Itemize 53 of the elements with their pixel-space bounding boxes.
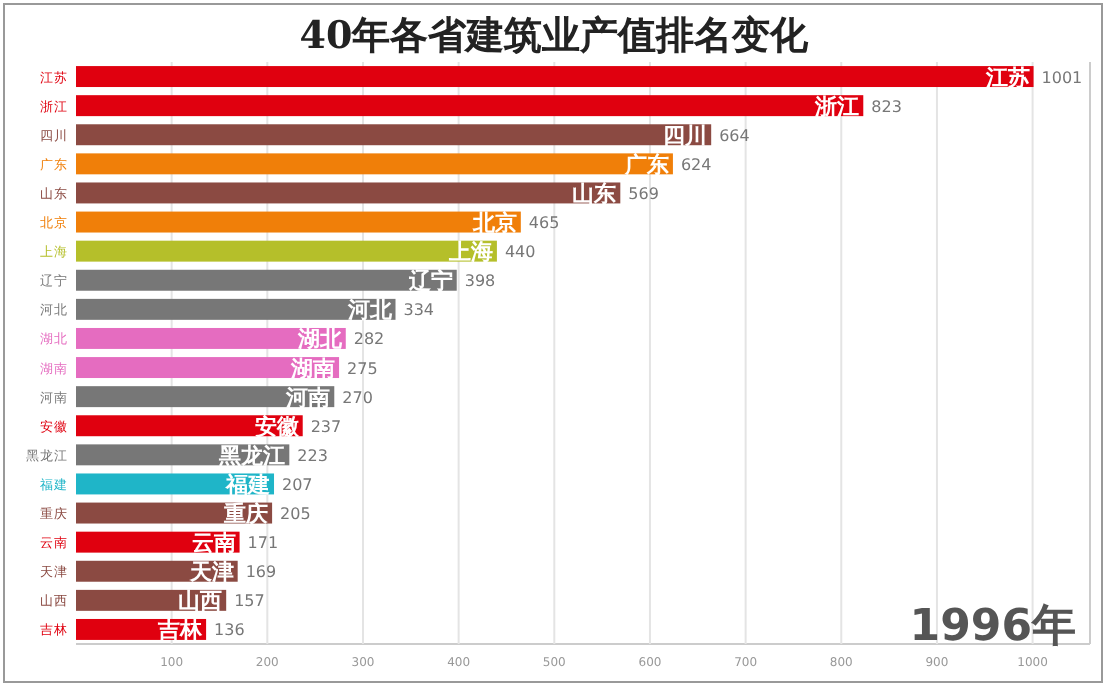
data-label: 223	[297, 446, 328, 465]
category-label: 湖南	[291, 355, 336, 382]
data-label: 157	[234, 592, 265, 611]
category-label: 江苏	[985, 64, 1030, 91]
category-label: 福建	[226, 471, 271, 498]
data-label: 334	[403, 301, 435, 320]
bar	[76, 386, 335, 408]
category-label: 湖北	[297, 326, 342, 353]
data-label: 624	[680, 155, 712, 174]
bar	[76, 298, 396, 320]
bar	[76, 269, 457, 291]
category-label: 安徽	[254, 413, 299, 440]
data-label: 664	[719, 126, 750, 145]
data-label: 237	[310, 417, 342, 436]
data-label: 136	[214, 621, 245, 640]
category-label: 山西	[178, 588, 223, 615]
data-label: 207	[282, 475, 313, 494]
chart-title: 40年各省建筑业产值排名变化	[299, 14, 811, 58]
bar	[76, 66, 1034, 88]
bar	[76, 124, 712, 146]
data-label: 1001	[1041, 68, 1083, 87]
annotation: 1996年	[909, 602, 1076, 652]
data-label: 270	[342, 388, 373, 407]
category-label: 山东	[572, 180, 617, 207]
data-label: 465	[528, 214, 560, 233]
data-label: 440	[504, 243, 536, 262]
category-label: 四川	[663, 122, 708, 149]
data-label: 275	[347, 359, 378, 378]
category-label: 辽宁	[408, 268, 453, 295]
category-label: 浙江	[815, 93, 860, 120]
data-label: 823	[871, 97, 902, 116]
data-label: 171	[247, 534, 279, 553]
category-label: 河南	[286, 384, 331, 411]
data-label: 205	[280, 505, 311, 524]
bar	[76, 240, 497, 262]
bar	[76, 211, 521, 233]
category-label: 重庆	[224, 501, 269, 528]
category-label: 广东	[624, 151, 669, 178]
data-label: 398	[464, 272, 496, 291]
bar	[76, 95, 864, 117]
data-label: 282	[353, 330, 385, 349]
category-label: 云南	[191, 530, 236, 557]
data-label: 169	[245, 563, 277, 582]
data-label: 569	[628, 184, 659, 203]
category-label: 北京	[472, 210, 517, 237]
category-label: 河北	[347, 297, 392, 324]
category-label: 天津	[189, 559, 234, 586]
category-label: 上海	[448, 239, 493, 266]
bar	[76, 153, 673, 175]
bar	[76, 327, 346, 349]
bar	[76, 182, 621, 204]
category-label: 黑龙江	[219, 442, 286, 469]
category-label: 吉林	[158, 617, 203, 644]
